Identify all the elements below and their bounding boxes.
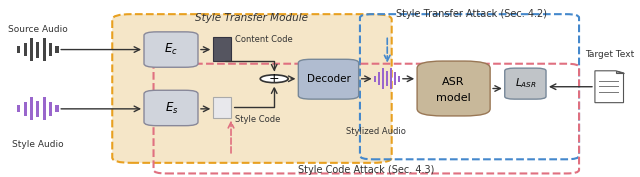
Bar <box>213 97 231 118</box>
FancyBboxPatch shape <box>298 59 358 99</box>
Text: Style Code Attack (Sec. 4.3): Style Code Attack (Sec. 4.3) <box>298 165 435 175</box>
Bar <box>56 105 58 112</box>
Bar <box>378 72 380 85</box>
Bar <box>43 97 46 120</box>
Bar <box>36 42 40 58</box>
Bar <box>36 101 40 117</box>
Bar <box>398 76 400 82</box>
Bar <box>17 46 20 53</box>
Bar <box>387 71 388 86</box>
Bar <box>49 102 52 116</box>
Text: Target Text: Target Text <box>585 50 634 59</box>
Polygon shape <box>616 71 623 73</box>
Circle shape <box>260 75 288 83</box>
Text: Style Audio: Style Audio <box>12 140 64 149</box>
Text: +: + <box>269 72 280 85</box>
Text: model: model <box>436 93 470 103</box>
Text: Stylized Audio: Stylized Audio <box>346 127 406 136</box>
Text: $L_{ASR}$: $L_{ASR}$ <box>515 76 536 90</box>
Bar <box>30 38 33 61</box>
Text: Source Audio: Source Audio <box>8 25 68 34</box>
Bar <box>390 68 392 89</box>
FancyBboxPatch shape <box>417 61 490 116</box>
FancyBboxPatch shape <box>144 32 198 67</box>
Text: Style Transfer Module: Style Transfer Module <box>195 13 308 23</box>
FancyBboxPatch shape <box>505 68 546 99</box>
Bar <box>43 38 46 61</box>
Text: ASR: ASR <box>442 77 465 87</box>
FancyBboxPatch shape <box>144 90 198 126</box>
Bar <box>24 43 27 56</box>
Bar <box>30 97 33 120</box>
Text: Style Code: Style Code <box>235 115 280 124</box>
Bar <box>382 68 384 89</box>
Text: $E_s$: $E_s$ <box>164 101 178 116</box>
Bar <box>56 46 58 53</box>
Bar <box>17 105 20 112</box>
Text: Style Transfer Attack (Sec. 4.2): Style Transfer Attack (Sec. 4.2) <box>396 9 547 19</box>
Bar <box>213 37 231 61</box>
Text: $E_c$: $E_c$ <box>164 42 178 57</box>
FancyBboxPatch shape <box>112 14 392 163</box>
Bar <box>374 76 376 82</box>
Text: Decoder: Decoder <box>307 74 351 84</box>
Polygon shape <box>595 71 623 103</box>
Bar <box>49 43 52 56</box>
Bar <box>24 102 27 116</box>
Text: Content Code: Content Code <box>235 35 292 44</box>
Bar <box>394 72 396 85</box>
